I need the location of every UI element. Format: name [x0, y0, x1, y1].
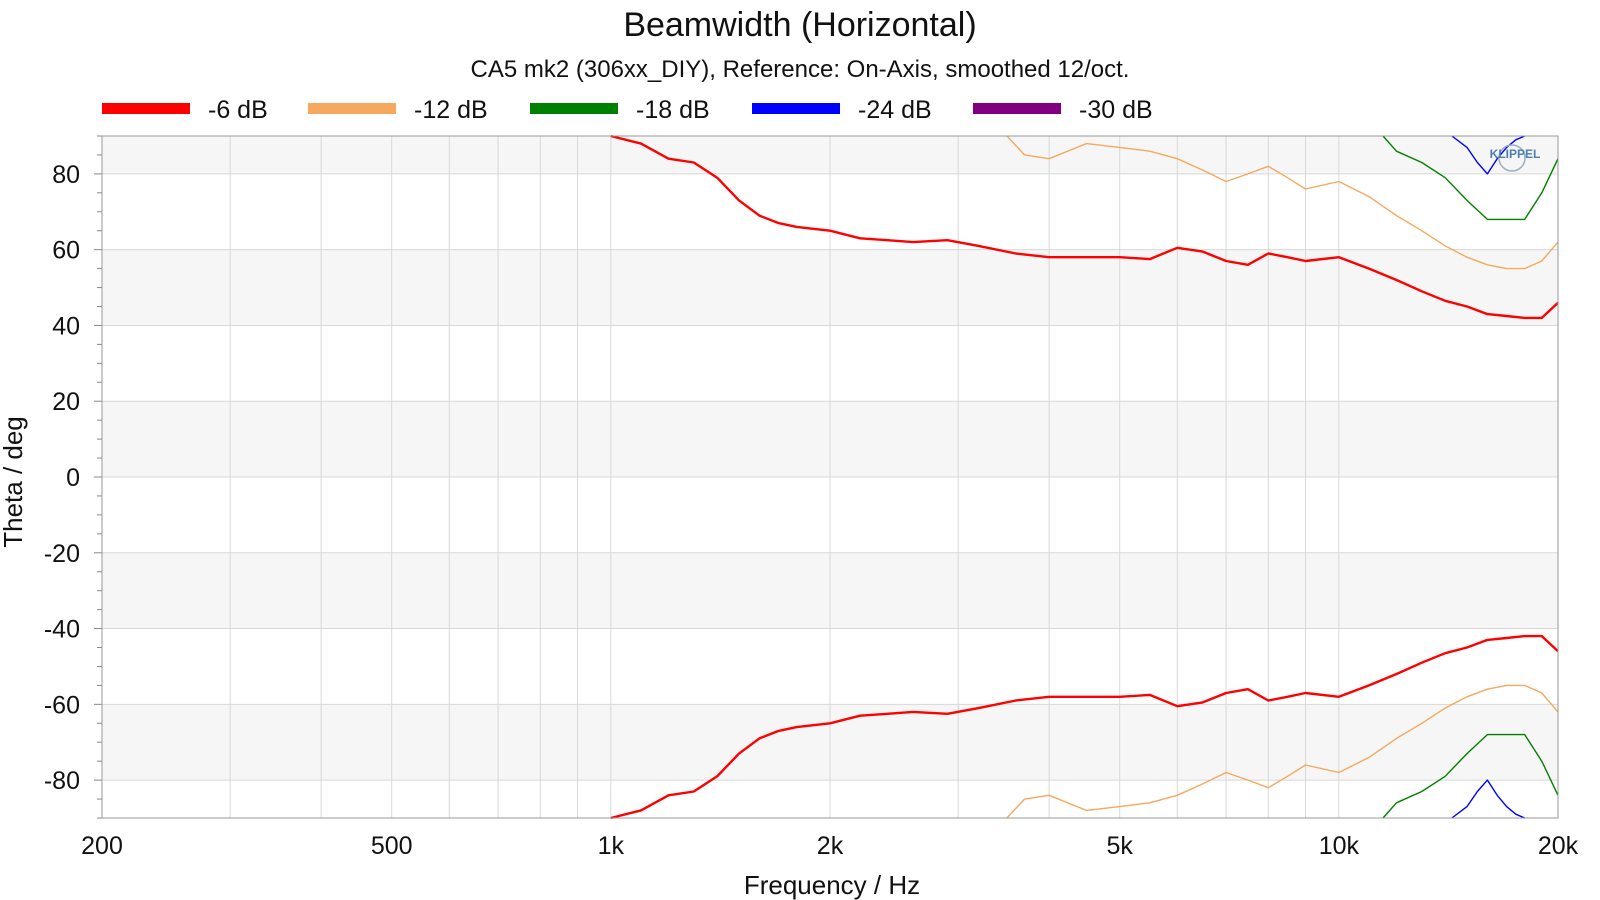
- y-tick-label: -60: [44, 691, 80, 719]
- series-line: [1382, 733, 1559, 819]
- y-tick-label: -40: [44, 616, 80, 644]
- y-tick-label: 80: [52, 161, 80, 189]
- chart-title: Beamwidth (Horizontal): [623, 6, 976, 44]
- legend-label: -30 dB: [1079, 96, 1153, 124]
- chart-subtitle: CA5 mk2 (306xx_DIY), Reference: On-Axis,…: [471, 56, 1130, 83]
- axis-ticks: -80 -60 -40 -20 0 20 40 60 80 200 500 1k 2k 5k 10k 20k: [44, 135, 1579, 860]
- x-tick-label: 2k: [817, 832, 844, 860]
- legend-swatch: [102, 103, 190, 114]
- series-line: [1451, 135, 1525, 175]
- x-tick-label: 200: [81, 832, 123, 860]
- x-tick-label: 10k: [1319, 832, 1360, 860]
- legend-label: -24 dB: [858, 96, 932, 124]
- x-axis-label: Frequency / Hz: [744, 870, 920, 900]
- series-line: [610, 134, 1559, 320]
- x-tick-label: 1k: [598, 832, 625, 860]
- y-tick-label: 20: [52, 388, 80, 416]
- y-tick-label: -80: [44, 767, 80, 795]
- legend-label: -12 dB: [414, 96, 488, 124]
- watermark-text: KLIPPEL: [1490, 147, 1541, 161]
- grid-lines: [101, 136, 1559, 818]
- legend-label: -6 dB: [208, 96, 268, 124]
- series-line: [1006, 684, 1559, 819]
- legend-swatch: [530, 103, 618, 114]
- plot-frame: [101, 135, 1559, 819]
- x-tick-label: 20k: [1538, 832, 1579, 860]
- klippel-logo: KLIPPEL: [1490, 144, 1541, 172]
- x-tick-label: 5k: [1106, 832, 1133, 860]
- y-tick-label: 60: [52, 237, 80, 265]
- y-axis-label: Theta / deg: [0, 416, 28, 548]
- series-line: [1006, 135, 1559, 270]
- legend: -6 dB -12 dB -18 dB -24 dB -30 dB: [102, 96, 1153, 124]
- legend-swatch: [973, 103, 1061, 114]
- y-tick-label: -20: [44, 540, 80, 568]
- series-line: [1382, 135, 1559, 221]
- series-lines: [610, 134, 1559, 820]
- y-tick-label: 0: [66, 464, 80, 492]
- x-tick-label: 500: [371, 832, 413, 860]
- series-line: [610, 634, 1559, 820]
- series-line: [1451, 779, 1525, 819]
- legend-swatch: [752, 103, 840, 114]
- legend-swatch: [308, 103, 396, 114]
- legend-label: -18 dB: [636, 96, 710, 124]
- y-tick-label: 40: [52, 312, 80, 340]
